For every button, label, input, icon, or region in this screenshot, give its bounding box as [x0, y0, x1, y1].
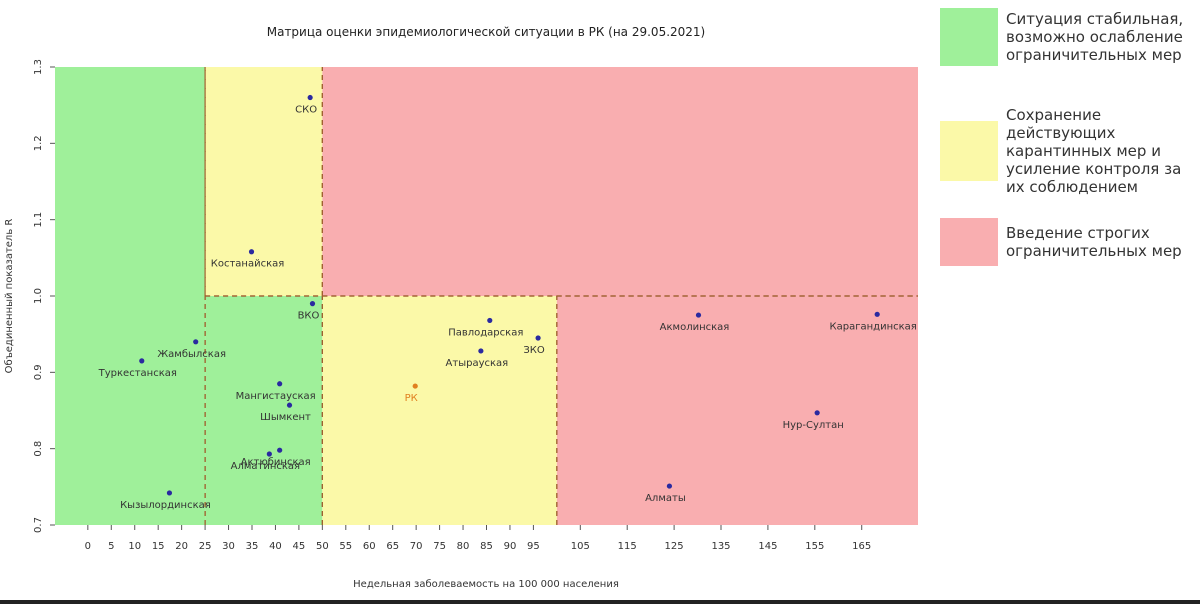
y-axis-label: Объединенный показатель R [4, 219, 15, 374]
x-tick-label: 30 [222, 541, 235, 552]
x-tick-label: 165 [852, 541, 871, 552]
x-tick-label: 5 [108, 541, 114, 552]
x-tick-label: 145 [758, 541, 777, 552]
y-tick-label: 1.2 [33, 135, 44, 151]
x-tick-label: 80 [457, 541, 470, 552]
point [309, 301, 316, 307]
legend-swatch [940, 8, 998, 66]
y-tick-label: 1.1 [33, 212, 44, 228]
point [487, 317, 493, 324]
x-tick-label: 0 [85, 541, 91, 552]
x-tick-label: 55 [339, 541, 352, 552]
y-tick-label: 1.3 [33, 59, 44, 75]
point [286, 402, 293, 408]
chart: Матрица оценки эпидемиологической ситуац… [4, 25, 918, 590]
legend-swatch [940, 218, 998, 266]
x-tick-label: 25 [199, 541, 212, 552]
point-label: Атырауская [446, 358, 509, 369]
x-tick-label: 135 [711, 541, 730, 552]
point [814, 410, 820, 416]
x-tick-label: 45 [293, 541, 306, 552]
point-label: Костанайская [211, 259, 285, 270]
x-tick-label: 10 [128, 541, 141, 552]
x-tick-label: 60 [363, 541, 376, 552]
zone [205, 296, 323, 525]
x-tick-label: 115 [618, 541, 637, 552]
x-tick-label: 20 [175, 541, 188, 552]
x-tick-label: 15 [152, 541, 165, 552]
point [277, 381, 283, 387]
point-label: СКО [295, 105, 317, 116]
point-label: ЗКО [523, 345, 545, 356]
y-tick-label: 0.8 [33, 441, 44, 457]
point [478, 348, 484, 354]
x-tick-label: 85 [480, 541, 493, 552]
y-tick-label: 1.0 [33, 288, 44, 304]
point-label: Кызылординская [120, 500, 211, 511]
point-label: Акмолинская [660, 322, 730, 333]
legend-text: Ситуация стабильная, возможно ослабление… [1006, 10, 1184, 64]
y-tick-label: 0.9 [33, 364, 44, 380]
x-tick-label: 90 [504, 541, 517, 552]
chart-title: Матрица оценки эпидемиологической ситуац… [267, 25, 706, 39]
point-label: Актюбинская [241, 457, 311, 468]
y-tick-label: 0.7 [33, 517, 44, 533]
point [695, 312, 702, 318]
legend-entry: Ситуация стабильная, возможно ослабление… [940, 8, 1198, 66]
point-label: Алматы [645, 493, 686, 504]
point [248, 249, 255, 255]
x-tick-label: 65 [386, 541, 399, 552]
point [874, 311, 880, 317]
x-tick-label: 35 [246, 541, 259, 552]
x-axis-label: Недельная заболеваемость на 100 000 насе… [353, 579, 619, 590]
zones [55, 67, 918, 525]
point-label: Жамбылская [157, 349, 226, 360]
x-tick-label: 75 [433, 541, 446, 552]
point-label: ВКО [298, 311, 320, 322]
point-label: РК [405, 393, 418, 404]
point-label: Мангистауская [236, 391, 316, 402]
point [307, 94, 313, 101]
point [535, 335, 541, 341]
x-tick-label: 105 [571, 541, 590, 552]
point-label: Нур-Султан [783, 420, 844, 431]
point [139, 358, 145, 364]
zone [55, 67, 206, 525]
point-label: Туркестанская [98, 368, 177, 379]
x-tick-label: 95 [527, 541, 540, 552]
legend-entry: Введение строгих ограничительных мер [940, 218, 1198, 266]
point-label: Шымкент [260, 412, 311, 423]
point [193, 339, 199, 345]
x-tick-label: 155 [805, 541, 824, 552]
x-tick-label: 125 [665, 541, 684, 552]
point [666, 483, 673, 489]
point [412, 383, 418, 389]
point-label: Павлодарская [448, 327, 523, 338]
legend-text: Введение строгих ограничительных мер [1006, 224, 1182, 260]
point [266, 451, 272, 457]
point [277, 447, 283, 453]
zone [205, 67, 323, 296]
zone [556, 296, 918, 525]
legend-text: Сохранение действующих карантинных мер и… [1006, 106, 1182, 196]
zone [322, 67, 918, 296]
point [166, 490, 173, 496]
zone [322, 296, 557, 525]
x-tick-label: 40 [269, 541, 282, 552]
x-tick-label: 50 [316, 541, 329, 552]
x-tick-label: 70 [410, 541, 423, 552]
point-label: Карагандинская [830, 321, 917, 332]
legend-swatch [940, 121, 998, 181]
point-label: Алматинская [231, 461, 300, 472]
bottom-border [0, 600, 1200, 604]
legend-entry: Сохранение действующих карантинных мер и… [940, 106, 1198, 196]
